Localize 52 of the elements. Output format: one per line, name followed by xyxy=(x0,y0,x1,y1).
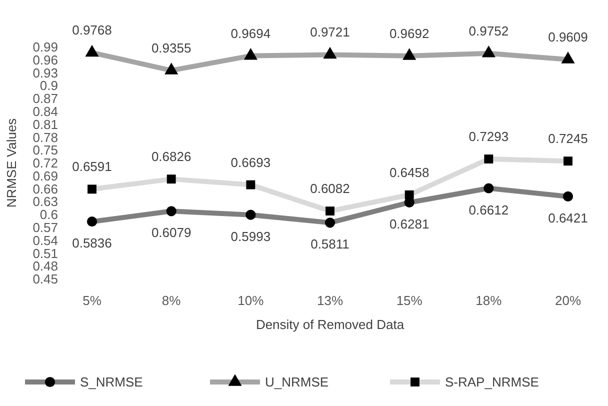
data-label: 0.6281 xyxy=(389,216,430,232)
x-tick-label: 10% xyxy=(238,293,264,308)
y-tick-label: 0.72 xyxy=(32,156,58,171)
data-label: 0.9694 xyxy=(230,26,271,41)
data-label: 0.6458 xyxy=(389,164,430,180)
data-label: 0.6082 xyxy=(310,181,350,196)
y-tick-label: 0.57 xyxy=(32,220,58,235)
y-tick-label: 0.84 xyxy=(32,104,58,119)
y-tick-label: 0.99 xyxy=(32,40,58,55)
data-label: 0.6612 xyxy=(468,202,509,218)
data-label: 0.7293 xyxy=(468,129,509,144)
y-axis-title: NRMSE Values xyxy=(4,118,19,208)
y-tick-label: 0.66 xyxy=(32,181,58,196)
data-label: 0.5836 xyxy=(72,236,112,251)
y-tick-label: 0.54 xyxy=(32,232,58,248)
y-tick-label: 0.9 xyxy=(40,78,58,94)
x-tick-label: 15% xyxy=(396,293,423,308)
legend-label: U_NRMSE xyxy=(265,374,329,390)
data-label: 0.9609 xyxy=(548,30,588,44)
data-label: 0.9752 xyxy=(468,23,509,38)
data-label: 0.9721 xyxy=(310,24,350,40)
y-tick-label: 0.81 xyxy=(32,116,58,132)
x-tick-label: 8% xyxy=(162,293,182,308)
y-tick-label: 0.93 xyxy=(32,65,58,80)
data-label: 0.7245 xyxy=(548,131,588,146)
x-tick-label: 13% xyxy=(316,293,344,308)
y-tick-label: 0.63 xyxy=(32,194,58,210)
data-label: 0.6591 xyxy=(72,159,112,174)
y-tick-label: 0.87 xyxy=(32,91,58,106)
legend-label: S_NRMSE xyxy=(80,374,144,390)
x-tick-label: 18% xyxy=(476,293,502,308)
y-tick-label: 0.48 xyxy=(32,258,58,274)
x-tick-label: 5% xyxy=(82,293,102,308)
data-label: 0.9355 xyxy=(151,40,192,56)
y-tick-label: 0.69 xyxy=(32,168,58,184)
data-label: 0.6421 xyxy=(548,210,588,226)
y-tick-label: 0.75 xyxy=(32,142,58,158)
data-label: 0.6826 xyxy=(151,149,192,164)
x-axis-title: Density of Removed Data xyxy=(256,317,405,332)
y-tick-label: 0.6 xyxy=(40,207,58,222)
data-label: 0.9768 xyxy=(72,22,112,38)
y-tick-label: 0.78 xyxy=(32,130,58,145)
data-label: 0.5993 xyxy=(230,228,271,244)
y-tick-label: 0.51 xyxy=(32,246,58,261)
x-tick-label: 20% xyxy=(554,293,582,308)
y-tick-label: 0.96 xyxy=(32,52,58,68)
data-label: 0.6693 xyxy=(230,154,271,170)
data-label: 0.5811 xyxy=(310,236,350,252)
legend-label: S-RAP_NRMSE xyxy=(445,374,540,390)
data-label: 0.6079 xyxy=(151,225,192,240)
y-tick-label: 0.45 xyxy=(32,272,58,287)
data-label: 0.9692 xyxy=(389,26,430,41)
